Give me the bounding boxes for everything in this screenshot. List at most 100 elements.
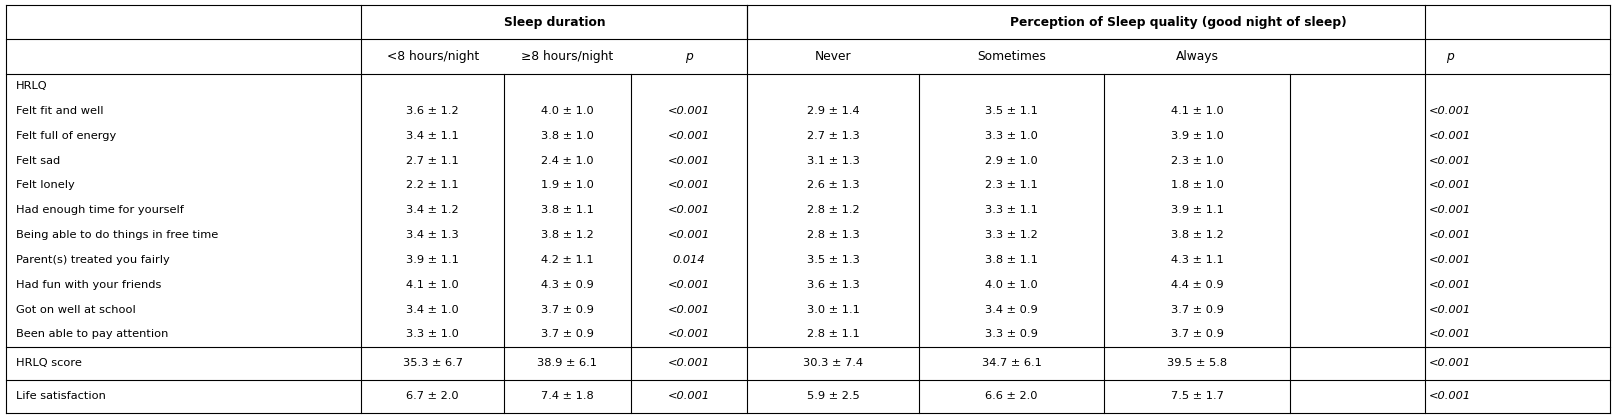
Text: 3.3 ± 1.0: 3.3 ± 1.0 (407, 329, 459, 339)
Text: 3.5 ± 1.3: 3.5 ± 1.3 (807, 255, 859, 265)
Text: 3.3 ± 1.1: 3.3 ± 1.1 (986, 205, 1037, 215)
Text: HRLQ score: HRLQ score (16, 358, 83, 368)
Text: 2.9 ± 1.0: 2.9 ± 1.0 (986, 155, 1037, 166)
Text: 2.8 ± 1.1: 2.8 ± 1.1 (807, 329, 859, 339)
Text: 3.4 ± 1.1: 3.4 ± 1.1 (407, 131, 459, 141)
Text: 3.9 ± 1.1: 3.9 ± 1.1 (407, 255, 459, 265)
Text: 3.4 ± 1.2: 3.4 ± 1.2 (407, 205, 459, 215)
Text: Felt lonely: Felt lonely (16, 181, 75, 191)
Text: 4.2 ± 1.1: 4.2 ± 1.1 (541, 255, 593, 265)
Text: 3.9 ± 1.0: 3.9 ± 1.0 (1170, 131, 1224, 141)
Text: ≥8 hours/night: ≥8 hours/night (522, 50, 613, 63)
Text: <0.001: <0.001 (1430, 131, 1470, 141)
Text: Always: Always (1175, 50, 1219, 63)
Text: HRLQ: HRLQ (16, 81, 49, 91)
Text: 2.2 ± 1.1: 2.2 ± 1.1 (407, 181, 459, 191)
Text: <0.001: <0.001 (668, 230, 710, 240)
Text: 4.4 ± 0.9: 4.4 ± 0.9 (1170, 280, 1224, 290)
Text: 3.3 ± 0.9: 3.3 ± 0.9 (986, 329, 1037, 339)
Text: Had enough time for yourself: Had enough time for yourself (16, 205, 185, 215)
Text: 2.8 ± 1.3: 2.8 ± 1.3 (807, 230, 859, 240)
Text: 3.8 ± 1.2: 3.8 ± 1.2 (1170, 230, 1224, 240)
Text: <0.001: <0.001 (1430, 358, 1470, 368)
Text: Felt full of energy: Felt full of energy (16, 131, 117, 141)
Text: 5.9 ± 2.5: 5.9 ± 2.5 (807, 391, 859, 401)
Text: 0.014: 0.014 (673, 255, 705, 265)
Text: 3.4 ± 0.9: 3.4 ± 0.9 (986, 305, 1037, 314)
Text: <0.001: <0.001 (1430, 280, 1470, 290)
Text: 3.8 ± 1.2: 3.8 ± 1.2 (541, 230, 593, 240)
Text: 3.6 ± 1.3: 3.6 ± 1.3 (807, 280, 859, 290)
Text: 2.6 ± 1.3: 2.6 ± 1.3 (807, 181, 859, 191)
Text: 39.5 ± 5.8: 39.5 ± 5.8 (1167, 358, 1227, 368)
Text: 3.8 ± 1.0: 3.8 ± 1.0 (541, 131, 593, 141)
Text: 2.9 ± 1.4: 2.9 ± 1.4 (807, 106, 859, 116)
Text: <0.001: <0.001 (1430, 255, 1470, 265)
Text: 6.6 ± 2.0: 6.6 ± 2.0 (986, 391, 1037, 401)
Text: 1.9 ± 1.0: 1.9 ± 1.0 (541, 181, 593, 191)
Text: <0.001: <0.001 (668, 329, 710, 339)
Text: <0.001: <0.001 (1430, 106, 1470, 116)
Text: <0.001: <0.001 (668, 305, 710, 314)
Text: <0.001: <0.001 (668, 131, 710, 141)
Text: <0.001: <0.001 (1430, 329, 1470, 339)
Text: Felt sad: Felt sad (16, 155, 60, 166)
Text: 2.3 ± 1.0: 2.3 ± 1.0 (1170, 155, 1224, 166)
Text: 3.8 ± 1.1: 3.8 ± 1.1 (986, 255, 1037, 265)
Text: 3.1 ± 1.3: 3.1 ± 1.3 (807, 155, 859, 166)
Text: 6.7 ± 2.0: 6.7 ± 2.0 (407, 391, 459, 401)
Text: <0.001: <0.001 (1430, 205, 1470, 215)
Text: <0.001: <0.001 (1430, 181, 1470, 191)
Text: 3.5 ± 1.1: 3.5 ± 1.1 (986, 106, 1037, 116)
Text: 4.3 ± 1.1: 4.3 ± 1.1 (1170, 255, 1224, 265)
Text: <0.001: <0.001 (668, 205, 710, 215)
Text: <0.001: <0.001 (668, 391, 710, 401)
Text: 4.1 ± 1.0: 4.1 ± 1.0 (1170, 106, 1224, 116)
Text: 3.3 ± 1.0: 3.3 ± 1.0 (986, 131, 1037, 141)
Text: Had fun with your friends: Had fun with your friends (16, 280, 162, 290)
Text: Parent(s) treated you fairly: Parent(s) treated you fairly (16, 255, 170, 265)
Text: 34.7 ± 6.1: 34.7 ± 6.1 (982, 358, 1041, 368)
Text: Sleep duration: Sleep duration (504, 16, 605, 29)
Text: Never: Never (815, 50, 851, 63)
Text: 7.5 ± 1.7: 7.5 ± 1.7 (1170, 391, 1224, 401)
Text: 38.9 ± 6.1: 38.9 ± 6.1 (537, 358, 598, 368)
Text: 3.7 ± 0.9: 3.7 ± 0.9 (1170, 305, 1224, 314)
Text: 3.8 ± 1.1: 3.8 ± 1.1 (541, 205, 593, 215)
Text: <0.001: <0.001 (1430, 305, 1470, 314)
Text: p: p (1446, 50, 1454, 63)
Text: 3.4 ± 1.0: 3.4 ± 1.0 (407, 305, 459, 314)
Text: 1.8 ± 1.0: 1.8 ± 1.0 (1170, 181, 1224, 191)
Text: 3.0 ± 1.1: 3.0 ± 1.1 (807, 305, 859, 314)
Text: <0.001: <0.001 (668, 280, 710, 290)
Text: 2.4 ± 1.0: 2.4 ± 1.0 (541, 155, 593, 166)
Text: Been able to pay attention: Been able to pay attention (16, 329, 169, 339)
Text: 3.4 ± 1.3: 3.4 ± 1.3 (407, 230, 459, 240)
Text: 35.3 ± 6.7: 35.3 ± 6.7 (402, 358, 464, 368)
Text: 7.4 ± 1.8: 7.4 ± 1.8 (541, 391, 593, 401)
Text: 2.7 ± 1.3: 2.7 ± 1.3 (807, 131, 859, 141)
Text: Sometimes: Sometimes (977, 50, 1046, 63)
Text: <0.001: <0.001 (668, 106, 710, 116)
Text: 4.1 ± 1.0: 4.1 ± 1.0 (407, 280, 459, 290)
Text: 3.7 ± 0.9: 3.7 ± 0.9 (541, 329, 593, 339)
Text: 4.0 ± 1.0: 4.0 ± 1.0 (986, 280, 1037, 290)
Text: 2.3 ± 1.1: 2.3 ± 1.1 (986, 181, 1037, 191)
Text: 3.7 ± 0.9: 3.7 ± 0.9 (541, 305, 593, 314)
Text: <0.001: <0.001 (668, 358, 710, 368)
Text: Perception of Sleep quality (good night of sleep): Perception of Sleep quality (good night … (1010, 16, 1347, 29)
Text: <8 hours/night: <8 hours/night (387, 50, 478, 63)
Text: 3.9 ± 1.1: 3.9 ± 1.1 (1170, 205, 1224, 215)
Text: <0.001: <0.001 (668, 181, 710, 191)
Text: Got on well at school: Got on well at school (16, 305, 136, 314)
Text: p: p (686, 50, 692, 63)
Text: Being able to do things in free time: Being able to do things in free time (16, 230, 219, 240)
Text: 30.3 ± 7.4: 30.3 ± 7.4 (802, 358, 864, 368)
Text: Felt fit and well: Felt fit and well (16, 106, 104, 116)
Text: 3.6 ± 1.2: 3.6 ± 1.2 (407, 106, 459, 116)
Text: <0.001: <0.001 (1430, 391, 1470, 401)
Text: <0.001: <0.001 (1430, 230, 1470, 240)
Text: 2.7 ± 1.1: 2.7 ± 1.1 (407, 155, 459, 166)
Text: 4.3 ± 0.9: 4.3 ± 0.9 (541, 280, 593, 290)
Text: <0.001: <0.001 (668, 155, 710, 166)
